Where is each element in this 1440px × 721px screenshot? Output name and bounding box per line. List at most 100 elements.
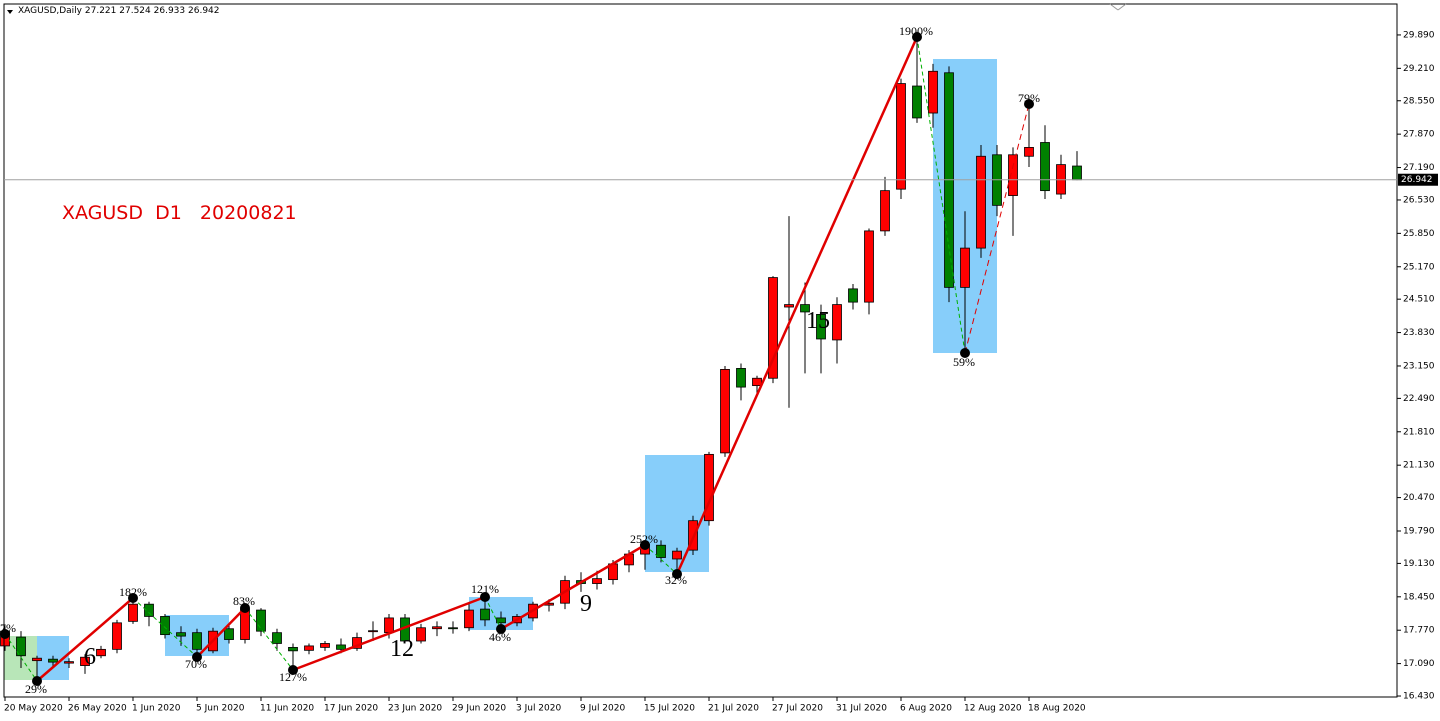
zigzag-leg	[964, 103, 1030, 354]
zigzag-leg	[292, 595, 486, 672]
pivot-percent: 252%	[630, 532, 658, 546]
candle-body	[656, 544, 666, 558]
candle-body	[816, 314, 826, 340]
zigzag-leg	[644, 544, 678, 575]
pivot	[960, 348, 970, 358]
x-tick-label: 18 Aug 2020	[1028, 704, 1086, 714]
zigzag-leg	[244, 607, 294, 671]
zigzag-leg	[132, 597, 198, 658]
zigzag-leg	[500, 543, 646, 631]
pivot-percent: 59%	[953, 355, 975, 369]
x-tick-label: 29 Jun 2020	[452, 704, 506, 714]
high-value: 27.524	[119, 6, 151, 16]
candle-body	[304, 645, 314, 651]
candle-body	[880, 190, 890, 232]
x-tick-label: 3 Jul 2020	[516, 704, 561, 714]
low-value: 26.933	[154, 6, 186, 16]
wave-count: 12	[390, 636, 414, 662]
price-label: 26.942	[1401, 175, 1433, 185]
x-tick-label: 23 Jun 2020	[388, 704, 442, 714]
candle-body	[784, 304, 794, 308]
candle-body	[144, 603, 154, 617]
x-tick-label: 11 Jun 2020	[260, 704, 314, 714]
candle-body	[736, 368, 746, 388]
candle-body	[192, 632, 202, 650]
candle-body	[240, 608, 250, 640]
y-tick-label: 25.170	[1403, 262, 1435, 272]
pivot	[32, 676, 42, 686]
pivot-percent: 182%	[119, 585, 147, 599]
y-tick-label: 23.150	[1403, 361, 1435, 371]
candle-body	[432, 626, 442, 630]
x-tick-label: 31 Jul 2020	[836, 704, 887, 714]
x-tick-label: 5 Jun 2020	[196, 704, 245, 714]
candle-body	[832, 304, 842, 341]
wave-count: 6	[84, 644, 96, 670]
pivot	[240, 603, 250, 613]
candle-body	[384, 617, 394, 634]
pivot-percent: 29%	[25, 682, 47, 696]
candle-body	[912, 85, 922, 119]
y-tick-label: 19.130	[1403, 559, 1435, 569]
pivot	[0, 629, 10, 639]
pivot-percent: 7%	[0, 621, 16, 635]
x-tick-label: 26 May 2020	[68, 704, 127, 714]
menu-arrow[interactable]	[7, 10, 13, 14]
y-tick-label: 21.130	[1403, 461, 1435, 471]
y-tick-label: 21.810	[1403, 427, 1435, 437]
candle-body	[112, 622, 122, 650]
annotations: 7% 29% 182% 70% 83% 127% 121% 46% 252% 32% 1900% 59…	[0, 24, 1040, 696]
candle-body	[464, 609, 474, 629]
candle-body	[864, 230, 874, 303]
y-tick-label: 22.490	[1403, 394, 1435, 404]
candle-body	[768, 277, 778, 379]
candle-body	[32, 657, 42, 662]
candle-body	[704, 453, 714, 522]
candle-body	[1024, 147, 1034, 157]
pivot-percent: 83%	[233, 594, 255, 608]
pivot-percent: 121%	[471, 582, 499, 596]
candle-body	[64, 661, 74, 664]
y-tick-label: 23.830	[1403, 328, 1435, 338]
x-tick-label: 15 Jul 2020	[644, 704, 695, 714]
pivot-percent: 70%	[185, 657, 207, 671]
candle-body	[128, 603, 138, 622]
candle-body	[224, 628, 234, 640]
pivot	[912, 32, 922, 42]
y-tick-label: 18.450	[1403, 592, 1435, 602]
candle-body	[848, 288, 858, 303]
zigzag-leg	[484, 596, 502, 630]
candle-body	[592, 578, 602, 584]
plot-frame	[3, 3, 1398, 698]
pivot	[192, 652, 202, 662]
y-tick-label: 27.190	[1403, 163, 1435, 173]
scroll-marker	[1109, 3, 1119, 11]
candle-body	[960, 247, 970, 288]
pivot-percent: 127%	[279, 670, 307, 684]
candle-body	[896, 83, 906, 190]
wave-count: 9	[580, 591, 592, 617]
header: XAGUSD,Daily 27.221 27.524 26.933 26.942	[18, 6, 220, 16]
candle-body	[448, 627, 458, 630]
candle-body	[368, 630, 378, 633]
candle-body	[928, 70, 938, 114]
pivot	[496, 624, 506, 634]
zigzag-leg	[916, 36, 966, 354]
y-tick-label: 27.870	[1403, 130, 1435, 140]
pivot-percent: 1900%	[899, 24, 933, 38]
open-value: 27.221	[85, 6, 117, 16]
candle-body	[336, 644, 346, 650]
y-tick-label: 28.550	[1403, 96, 1435, 106]
candle-body	[96, 648, 106, 657]
candle-body	[800, 304, 810, 313]
candle-body	[1008, 154, 1018, 196]
y-tick-label: 17.090	[1403, 659, 1435, 669]
candle-body	[48, 658, 58, 663]
x-tick-label: 17 Jun 2020	[324, 704, 378, 714]
x-tick-label: 21 Jul 2020	[708, 704, 759, 714]
candle-body	[496, 617, 506, 624]
y-tick-label: 25.850	[1403, 229, 1435, 239]
scroll-marker	[1117, 3, 1127, 11]
pivots	[0, 32, 1034, 686]
